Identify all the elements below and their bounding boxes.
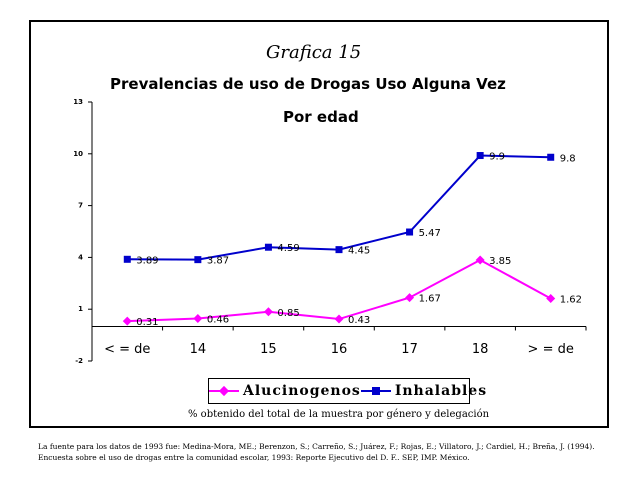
x-tick-label: 14	[190, 342, 207, 357]
data-point	[475, 255, 485, 265]
chart-note: % obtenido del total de la muestra por g…	[188, 409, 490, 420]
x-tick-label: 15	[260, 342, 277, 357]
x-tick-label: < = de	[104, 342, 150, 357]
legend-item-alucinogenos: Alucinogenos	[209, 383, 361, 399]
data-label: 5.47	[419, 228, 441, 239]
chart-subtitle: Prevalencias de uso de Drogas Uso Alguna…	[110, 75, 506, 93]
data-label: 3.89	[136, 255, 158, 266]
data-point	[193, 314, 203, 324]
series-line-alucinogenos	[127, 258, 552, 323]
y-tick-label: 1	[78, 305, 83, 313]
data-point	[406, 228, 414, 236]
y-tick-label: 7	[78, 202, 83, 210]
data-point	[546, 293, 556, 303]
data-label: 3.85	[489, 256, 511, 267]
x-tick-label: 16	[331, 342, 348, 357]
data-label: 0.31	[136, 317, 158, 328]
data-label: 0.85	[277, 308, 299, 319]
data-label: 3.87	[207, 256, 229, 267]
footer-line-1: La fuente para los datos de 1993 fue: Me…	[38, 442, 595, 451]
legend-label-inhalables: Inhalables	[394, 383, 488, 399]
data-point	[194, 256, 202, 264]
legend: Alucinogenos Inhalables	[208, 378, 486, 404]
source-footer: La fuente para los datos de 1993 fue: Me…	[38, 441, 595, 463]
data-point	[547, 153, 555, 161]
legend-label-alucinogenos: Alucinogenos	[243, 383, 361, 399]
data-point	[405, 293, 415, 303]
data-label: 9.8	[560, 153, 576, 164]
data-point	[123, 255, 131, 263]
data-label: 4.59	[277, 243, 299, 254]
data-label: 9.9	[489, 152, 505, 163]
data-label: 0.43	[348, 315, 370, 326]
x-tick-label: 17	[401, 342, 418, 357]
data-point	[264, 243, 272, 251]
legend-square-icon	[360, 386, 391, 396]
data-point	[122, 316, 132, 326]
data-point	[476, 152, 484, 160]
x-tick-label: 18	[472, 342, 489, 357]
legend-diamond-icon	[209, 385, 239, 397]
data-point	[335, 246, 343, 254]
chart-title: Grafica 15	[266, 42, 362, 63]
data-point	[263, 307, 273, 317]
data-label: 1.62	[560, 294, 582, 305]
series-line-inhalables	[127, 154, 551, 261]
y-tick-label: 4	[78, 253, 83, 261]
y-tick-label: -2	[75, 357, 83, 365]
footer-line-2: Encuesta sobre el uso de drogas entre la…	[38, 453, 470, 462]
data-label: 4.45	[348, 246, 370, 257]
data-label: 1.67	[419, 294, 441, 305]
x-tick-label: > = de	[528, 342, 574, 357]
y-tick-label: 10	[73, 150, 83, 158]
data-label: 0.46	[207, 315, 229, 326]
chart-subtitle-age: Por edad	[283, 108, 359, 126]
chart-frame	[29, 20, 609, 428]
y-tick-label: 13	[73, 98, 83, 106]
data-point	[334, 314, 344, 324]
legend-item-inhalables: Inhalables	[360, 383, 488, 399]
